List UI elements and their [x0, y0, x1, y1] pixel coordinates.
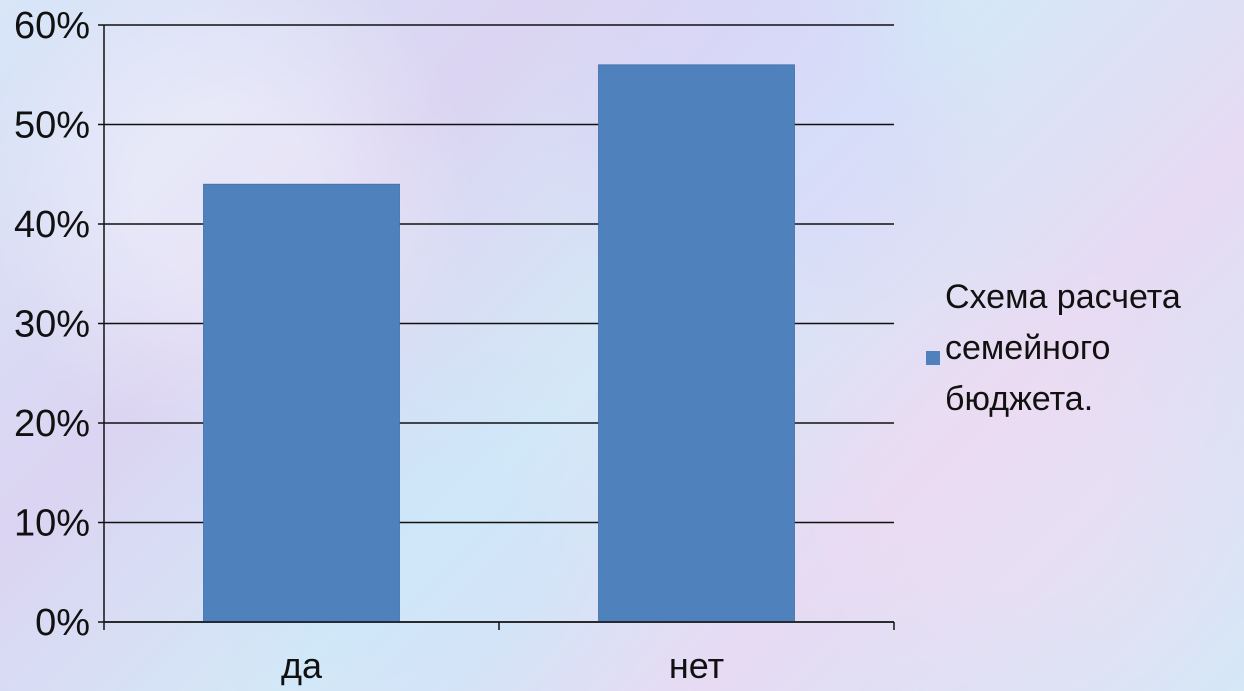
legend: Схема расчета семейного бюджета. — [926, 278, 1181, 418]
x-axis-labels: да нет — [281, 645, 724, 686]
y-axis-tick-label: 60% — [14, 5, 90, 47]
y-axis-ticks: 0% 10% 20% 30% 40% 50% 60% — [14, 5, 104, 644]
bars — [203, 64, 795, 623]
bar-нет — [598, 64, 795, 623]
y-axis-tick-label: 50% — [14, 105, 90, 147]
y-axis-tick-label: 20% — [14, 403, 90, 445]
bar-да — [203, 183, 400, 623]
x-axis-category-label: нет — [669, 645, 724, 686]
y-axis-tick-label: 10% — [14, 503, 90, 545]
legend-text-line: Схема расчета — [945, 278, 1181, 316]
legend-text-line: семейного — [945, 329, 1110, 367]
y-axis-tick-label: 30% — [14, 304, 90, 346]
y-axis-tick-label: 0% — [35, 602, 90, 644]
legend-swatch — [926, 351, 940, 365]
legend-text-line: бюджета. — [945, 380, 1093, 418]
x-axis-category-label: да — [281, 645, 323, 686]
y-axis-tick-label: 40% — [14, 204, 90, 246]
